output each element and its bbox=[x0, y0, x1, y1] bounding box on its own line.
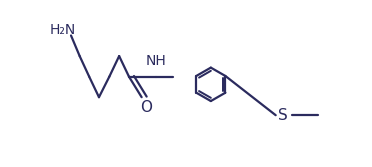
Text: O: O bbox=[140, 100, 152, 115]
Text: S: S bbox=[278, 108, 288, 123]
Text: H₂N: H₂N bbox=[49, 23, 76, 37]
Text: NH: NH bbox=[146, 54, 166, 68]
